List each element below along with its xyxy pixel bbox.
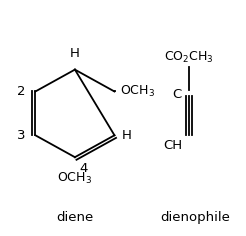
Text: 3: 3 xyxy=(17,129,26,142)
Text: H: H xyxy=(70,47,80,60)
Text: diene: diene xyxy=(56,211,93,224)
Text: 4: 4 xyxy=(80,162,88,175)
Text: H: H xyxy=(122,129,132,142)
Text: CH: CH xyxy=(163,139,182,152)
Text: OCH$_3$: OCH$_3$ xyxy=(121,84,155,99)
Text: C: C xyxy=(173,88,182,101)
Text: 2: 2 xyxy=(17,85,26,98)
Text: dienophile: dienophile xyxy=(160,211,230,224)
Text: OCH$_3$: OCH$_3$ xyxy=(57,171,92,186)
Text: CO$_2$CH$_3$: CO$_2$CH$_3$ xyxy=(164,50,214,65)
